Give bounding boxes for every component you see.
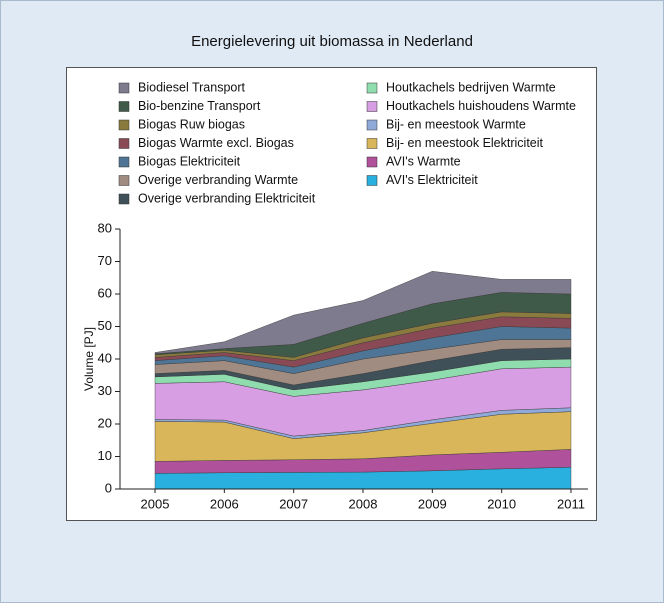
legend-label: Houtkachels bedrijven Warmte xyxy=(386,80,556,94)
legend-label: Bij- en meestook Warmte xyxy=(386,117,526,131)
legend-label: Bij- en meestook Elektriciteit xyxy=(386,136,544,150)
legend-swatch xyxy=(118,193,130,205)
legend-label: Houtkachels huishoudens Warmte xyxy=(386,99,576,113)
legend-swatch xyxy=(366,119,378,131)
y-tick-label: 20 xyxy=(98,415,112,430)
legend-swatch xyxy=(366,138,378,149)
legend-label: AVI's Warmte xyxy=(386,154,461,168)
legend-label: AVI's Elektriciteit xyxy=(386,173,478,187)
y-tick-label: 0 xyxy=(105,480,112,495)
legend-swatch xyxy=(366,101,378,112)
x-tick-label: 2010 xyxy=(487,496,516,511)
y-tick-label: 50 xyxy=(98,318,112,333)
y-axis-label: Volume [PJ] xyxy=(82,327,96,391)
legend-swatch xyxy=(118,156,130,168)
x-tick-label: 2005 xyxy=(141,496,170,511)
y-tick-label: 60 xyxy=(98,285,112,300)
y-tick-label: 70 xyxy=(98,253,112,268)
legend-label: Biogas Ruw biogas xyxy=(138,117,245,131)
legend-swatch xyxy=(118,101,130,112)
area xyxy=(154,271,572,355)
legend-label: Overige verbranding Warmte xyxy=(138,173,298,187)
legend-swatch xyxy=(366,175,378,186)
y-tick-label: 30 xyxy=(98,383,112,398)
y-tick-label: 80 xyxy=(98,220,112,235)
legend-label: Bio-benzine Transport xyxy=(138,99,261,113)
x-tick-label: 2009 xyxy=(418,496,447,511)
x-tick-label: 2008 xyxy=(349,496,378,511)
y-tick-label: 40 xyxy=(98,350,112,365)
x-tick-label: 2011 xyxy=(557,496,585,511)
legend-swatch xyxy=(118,82,130,94)
legend-label: Biogas Warmte excl. Biogas xyxy=(138,136,294,150)
chart-title: Energielevering uit biomassa in Nederlan… xyxy=(191,33,473,50)
legend-label: Overige verbranding Elektriciteit xyxy=(138,191,316,205)
legend-swatch xyxy=(118,119,130,131)
x-tick-label: 2006 xyxy=(210,496,239,511)
legend-label: Biodiesel Transport xyxy=(138,80,246,94)
legend-swatch xyxy=(118,175,130,186)
legend-label: Biogas Elektriciteit xyxy=(138,154,241,168)
legend-swatch xyxy=(366,82,378,94)
x-tick-label: 2007 xyxy=(279,496,308,511)
legend-swatch xyxy=(118,138,130,149)
legend-swatch xyxy=(366,156,378,168)
y-tick-label: 10 xyxy=(98,448,112,463)
